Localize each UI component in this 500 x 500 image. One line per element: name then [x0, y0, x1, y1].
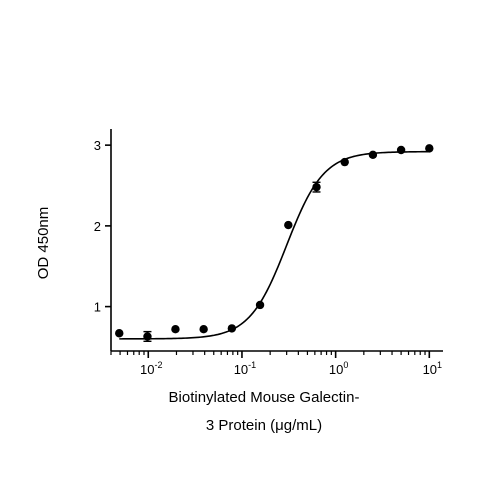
data-point — [255, 300, 265, 310]
x-tick-label: 10-2 — [140, 360, 162, 377]
y-ticks: 1 2 3 — [94, 138, 111, 315]
data-point — [312, 182, 321, 192]
data-point — [284, 220, 293, 230]
y-tick-label: 3 — [94, 138, 101, 153]
x-axis-label-line-1: Biotinylated Mouse Galectin- — [169, 389, 360, 406]
x-tick-label: 10-1 — [234, 360, 256, 377]
data-point — [425, 144, 434, 153]
x-tick-label: 101 — [423, 360, 442, 377]
data-point — [115, 329, 124, 338]
data-points — [115, 144, 434, 343]
data-point — [227, 324, 237, 333]
y-axis-label: OD 450nm — [35, 207, 52, 280]
y-tick-label: 2 — [94, 219, 101, 234]
x-ticks: 10-2 10-1 100 101 — [110, 351, 442, 377]
data-point — [396, 145, 406, 155]
data-point — [143, 332, 152, 341]
data-point — [171, 325, 180, 334]
y-tick-label: 1 — [94, 300, 101, 315]
x-axis-label-line-2: 3 Protein (μg/mL) — [206, 417, 322, 434]
data-point — [199, 325, 208, 334]
data-point — [340, 157, 349, 167]
x-tick-label: 100 — [329, 360, 348, 377]
fit-curve — [119, 150, 430, 340]
data-point — [368, 150, 378, 160]
axes: 1 2 3 10-2 10-1 100 101 — [94, 129, 443, 377]
